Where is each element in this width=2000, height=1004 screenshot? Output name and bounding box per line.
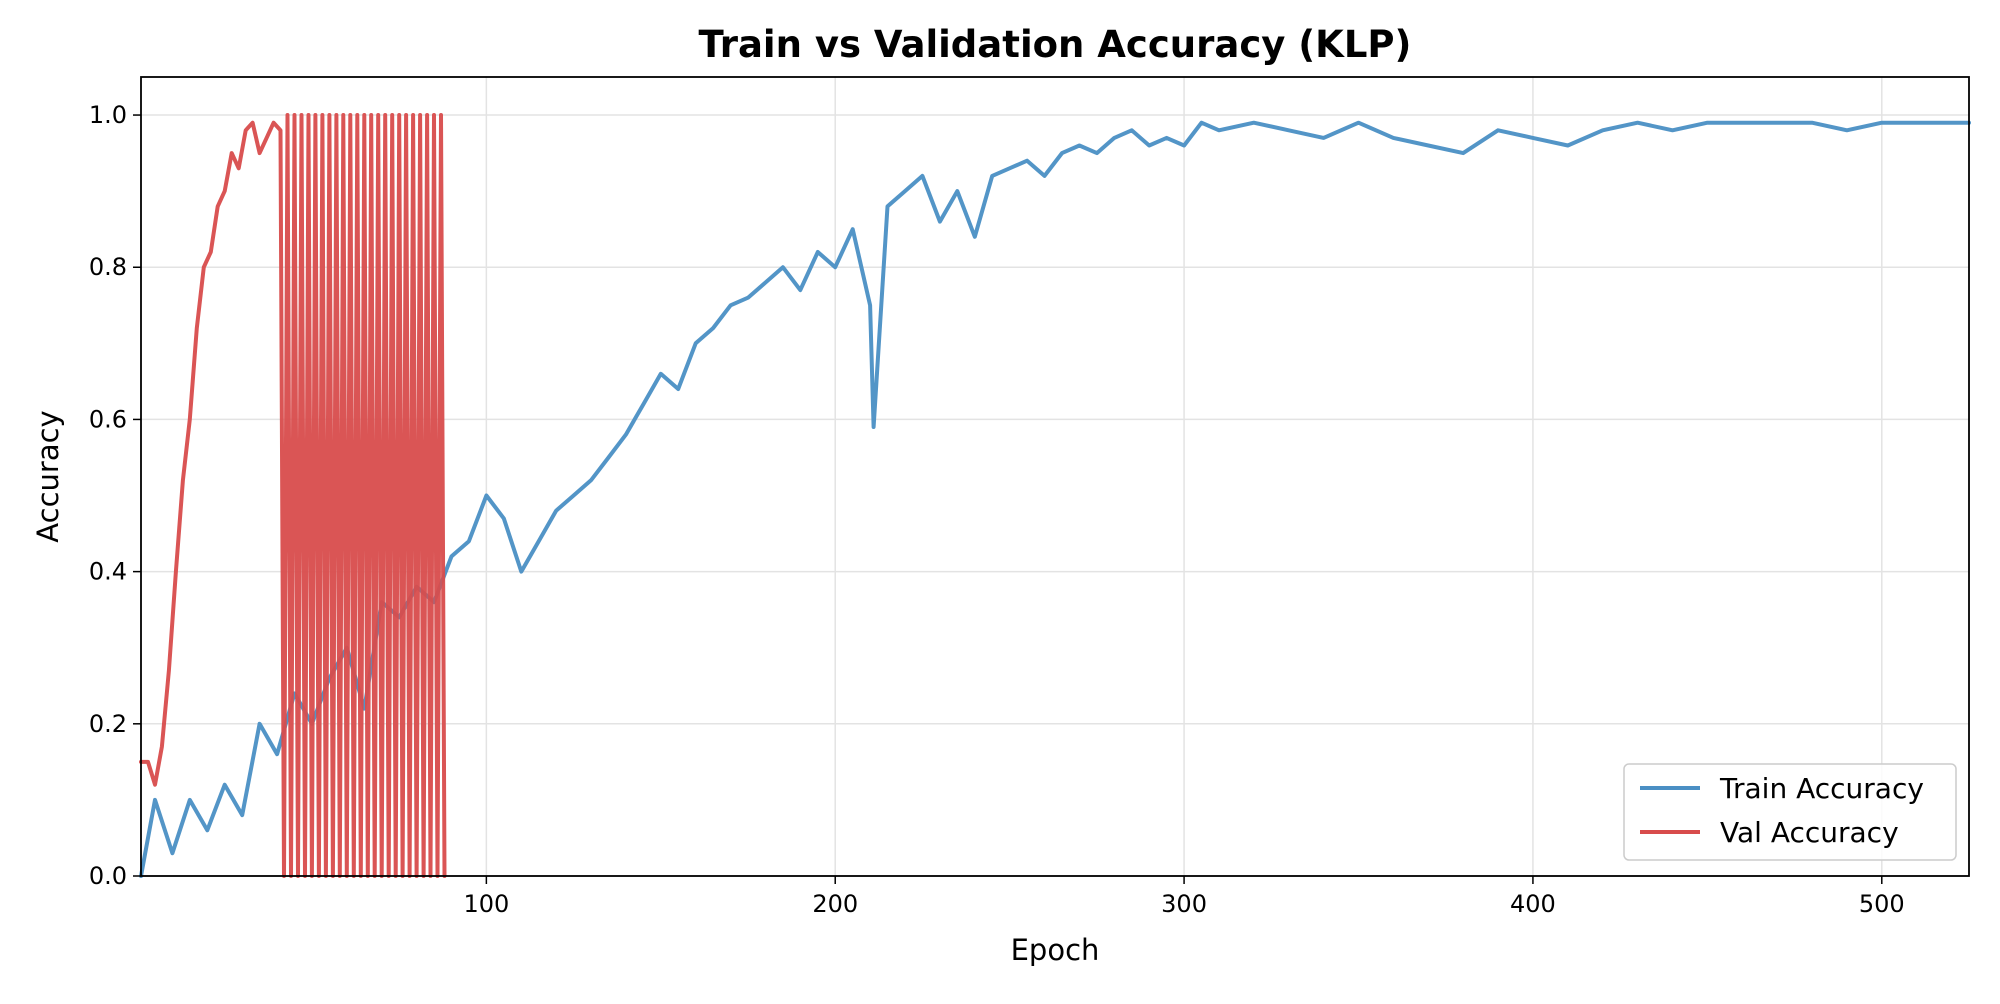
legend-label-train-accuracy: Train Accuracy	[1719, 772, 1924, 805]
y-tick-label: 0.2	[89, 710, 127, 738]
legend-box	[1623, 763, 1957, 861]
y-tick-label: 0.0	[89, 862, 127, 890]
series-line-val-accuracy	[139, 113, 447, 878]
x-tick-label: 500	[1859, 890, 1905, 918]
x-tick-label: 300	[1161, 890, 1207, 918]
x-tick-label: 400	[1510, 890, 1556, 918]
x-tick-label: 100	[463, 890, 509, 918]
plot-series	[139, 113, 1971, 878]
chart-title: Train vs Validation Accuracy (KLP)	[699, 23, 1412, 66]
y-tick-label: 0.8	[89, 253, 127, 281]
legend: Train Accuracy Val Accuracy	[1623, 763, 1957, 861]
y-tick-label: 0.6	[89, 405, 127, 433]
x-tick-label: 200	[812, 890, 858, 918]
x-axis-label: Epoch	[1011, 933, 1100, 967]
y-tick-label: 1.0	[89, 101, 127, 129]
y-tick-label: 0.4	[89, 558, 127, 586]
legend-label-val-accuracy: Val Accuracy	[1720, 816, 1899, 849]
axis-ticks: 100 200 300 400 500 0.0 0.2 0.4 0.6 0.8 1.0	[89, 101, 1905, 918]
axes-frame	[140, 76, 1970, 877]
y-axis-label: Accuracy	[31, 410, 65, 542]
